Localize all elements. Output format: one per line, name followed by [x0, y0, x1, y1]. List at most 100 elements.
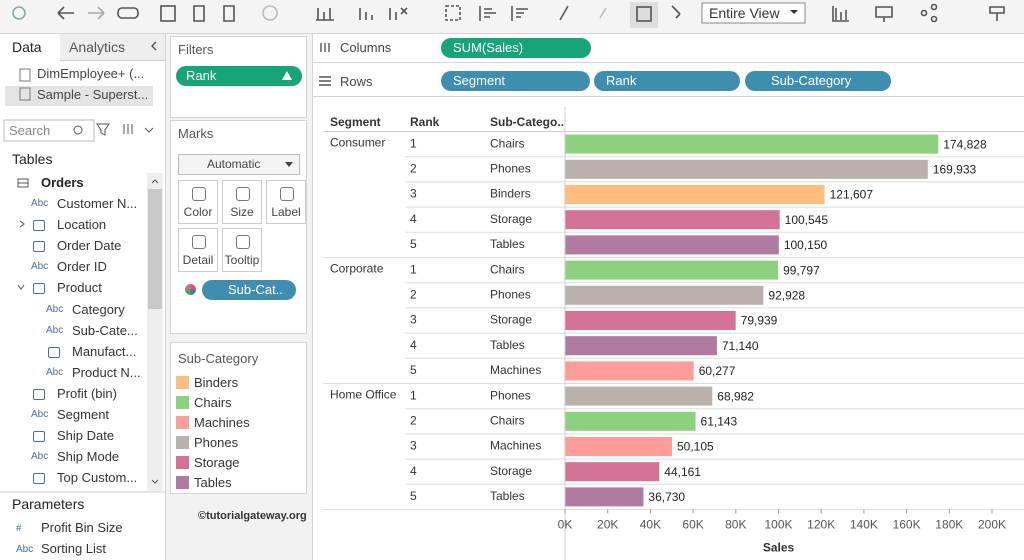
field-icon: Abc: [31, 261, 49, 273]
view: Segment Rank Sub-Catego.. Consumer 1 Chairs 17…: [313, 97, 1024, 560]
bar: [565, 462, 660, 482]
rank-label: 4: [410, 464, 417, 478]
legend-label[interactable]: Machines: [194, 415, 250, 430]
legend-label[interactable]: Tables: [194, 475, 232, 490]
field[interactable]: Profit (bin): [57, 385, 117, 401]
value-label: 99,797: [783, 263, 820, 277]
bar: [565, 386, 713, 406]
parameter[interactable]: Sorting List: [41, 541, 107, 556]
value-label: 79,939: [741, 314, 778, 328]
mark-type-label: Automatic: [207, 157, 261, 171]
row-pill[interactable]: Rank: [594, 71, 740, 91]
parameter[interactable]: Profit Bin Size: [41, 520, 123, 535]
category-label: Machines: [490, 439, 541, 453]
mark-button[interactable]: Label: [266, 180, 306, 224]
mark-button[interactable]: Tooltip: [222, 228, 262, 272]
mark-button[interactable]: Detail: [178, 228, 218, 272]
data-source[interactable]: Sample - Superst...: [37, 87, 149, 102]
column-header: Sub-Catego..: [490, 115, 564, 129]
x-tick-label: 0K: [558, 518, 573, 532]
x-tick-label: 120K: [807, 518, 835, 532]
field[interactable]: Category: [72, 301, 125, 317]
pane-tab[interactable]: Analytics: [69, 39, 126, 55]
value-label: 92,928: [768, 288, 805, 302]
field[interactable]: Segment: [57, 407, 110, 422]
legend-label[interactable]: Storage: [194, 455, 240, 470]
field-icon: [33, 283, 45, 295]
x-tick-label: 140K: [850, 518, 878, 532]
field-icon: [33, 473, 45, 485]
fit-dropdown[interactable]: Entire View: [709, 5, 780, 21]
legend-swatch: [176, 456, 189, 469]
field[interactable]: Top Custom...: [57, 470, 138, 486]
x-tick-label: 200K: [978, 518, 1006, 532]
segment-label: Corporate: [330, 262, 384, 276]
value-label: 36,730: [648, 490, 685, 504]
value-label: 100,150: [784, 238, 828, 252]
field[interactable]: Customer N...: [57, 196, 138, 211]
segment-label: Consumer: [330, 136, 385, 150]
rank-label: 5: [410, 489, 417, 503]
value-label: 50,105: [677, 440, 714, 454]
category-label: Tables: [490, 338, 525, 352]
field[interactable]: Order Date: [57, 238, 122, 254]
filter-pill[interactable]: Rank: [176, 66, 302, 86]
category-label: Phones: [490, 161, 531, 175]
shelf-label: Rows: [340, 74, 373, 89]
column-pill[interactable]: SUM(Sales): [441, 38, 591, 58]
bar: [565, 235, 779, 255]
card-title: Filters: [178, 42, 214, 57]
value-label: 44,161: [664, 465, 701, 479]
value-label: 100,545: [785, 213, 829, 227]
category-label: Machines: [490, 363, 541, 377]
chart: Segment Rank Sub-Catego..Consumer 1 Chairs 17…: [323, 107, 1024, 560]
legend-title: Sub-Category: [178, 351, 259, 366]
data-pane-icons: [0, 41, 166, 493]
pane-tab[interactable]: Data: [12, 39, 42, 55]
mark-button[interactable]: Size: [222, 180, 262, 224]
row-pill[interactable]: Segment: [441, 71, 590, 91]
rank-label: 4: [410, 212, 417, 226]
x-tick-label: 100K: [764, 518, 792, 532]
segment-label: Home Office: [330, 388, 397, 402]
value-label: 61,143: [701, 414, 738, 428]
pill-triangle: [282, 71, 292, 80]
field[interactable]: Ship Mode: [57, 449, 120, 465]
field-icon: Abc: [46, 366, 64, 378]
mark-type[interactable]: Automatic: [178, 154, 300, 175]
marks-pill[interactable]: Sub-Cat..: [202, 280, 296, 300]
field[interactable]: Sub-Cate...: [72, 322, 138, 338]
cards-pane: Filters Rank Marks Automatic Color Size Label D…: [166, 34, 313, 560]
rank-label: 2: [410, 413, 417, 427]
rank-label: 1: [410, 136, 417, 150]
card-title: Marks: [178, 126, 214, 141]
rank-label: 2: [410, 161, 417, 175]
button-label: Color: [183, 205, 213, 219]
category-label: Chairs: [490, 413, 525, 427]
field-icon: [33, 388, 45, 400]
row-pill[interactable]: Sub-Category: [745, 71, 891, 91]
field[interactable]: Order ID: [57, 259, 107, 275]
value-label: 68,982: [717, 389, 754, 403]
legend-label[interactable]: Binders: [194, 375, 239, 390]
legend-label[interactable]: Phones: [194, 435, 239, 450]
section-title: Parameters: [12, 496, 85, 512]
watermark: ©tutorialgateway.org: [198, 510, 307, 522]
search-box[interactable]: Search: [9, 123, 51, 138]
category-label: Phones: [490, 287, 531, 301]
pill-label: SUM(Sales): [453, 40, 524, 55]
mark-button[interactable]: Color: [178, 180, 218, 224]
rank-label: 1: [410, 262, 417, 276]
field[interactable]: Product: [57, 280, 102, 296]
field[interactable]: Manufact...: [72, 343, 137, 359]
tab-bg: [0, 34, 60, 60]
field-icon: Abc: [31, 451, 49, 463]
legend-label[interactable]: Chairs: [194, 395, 232, 410]
table-name[interactable]: Orders: [41, 175, 84, 190]
field[interactable]: Location: [57, 217, 107, 233]
category-label: Chairs: [490, 262, 525, 276]
field[interactable]: Ship Date: [57, 428, 115, 444]
field[interactable]: Product N...: [72, 364, 141, 380]
data-source[interactable]: DimEmployee+ (...: [37, 66, 145, 81]
